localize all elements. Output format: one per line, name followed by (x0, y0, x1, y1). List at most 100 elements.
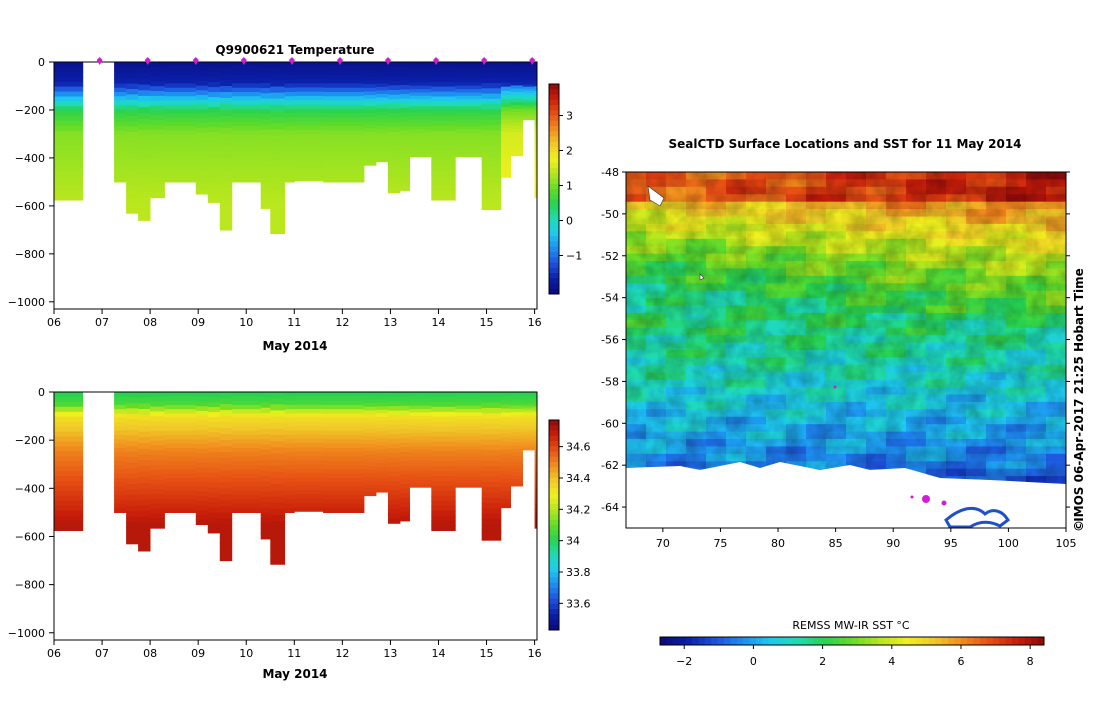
section-cell (164, 177, 197, 183)
section-cell (294, 121, 324, 127)
section-cell (138, 460, 151, 467)
section-cell (376, 76, 389, 81)
section-cell (510, 122, 523, 127)
section-cell (323, 66, 365, 72)
section-cell (195, 392, 209, 398)
section-cell (510, 82, 523, 86)
section-cell (114, 413, 127, 419)
section-cell (510, 472, 523, 477)
section-cell (114, 443, 127, 449)
section-cell (481, 109, 502, 116)
section-cell (54, 476, 84, 482)
section-cell (195, 401, 209, 407)
section-cell (207, 107, 221, 113)
colorbar-tick-label: 33.8 (566, 566, 591, 579)
section-cell (431, 421, 456, 428)
section-cell (376, 115, 389, 120)
section-cell (270, 227, 286, 235)
section-cell (219, 554, 233, 562)
section-cell (534, 110, 538, 116)
section-cell (260, 109, 271, 115)
section-cell (323, 404, 365, 410)
section-cell (164, 447, 197, 453)
section-cell (114, 447, 127, 453)
section-cell (534, 62, 538, 68)
section-cell (376, 136, 389, 141)
section-cell (522, 103, 535, 106)
section-cell (522, 111, 535, 114)
section-cell (195, 444, 209, 450)
section-cell (431, 175, 456, 181)
section-cell (501, 160, 511, 166)
x-tick-label: 08 (143, 316, 157, 329)
section-cell (400, 410, 410, 416)
colorbar-segment (549, 540, 559, 547)
section-cell (284, 177, 295, 183)
section-cell (270, 196, 286, 204)
section-cell (510, 398, 523, 403)
section-cell (510, 152, 523, 157)
section-cell (323, 400, 365, 406)
colorbar-segment (549, 178, 559, 185)
section-cell (534, 498, 538, 505)
section-cell (481, 193, 502, 200)
section-cell (231, 151, 261, 157)
section-cell (400, 447, 410, 453)
section-cell (195, 491, 209, 497)
section-cell (150, 124, 165, 131)
section-cell (534, 503, 538, 510)
section-cell (231, 83, 261, 89)
section-cell (455, 395, 483, 400)
section-cell (150, 187, 165, 194)
section-cell (114, 508, 127, 513)
section-cell (481, 72, 502, 79)
y-tick-label: 0 (38, 386, 45, 399)
section-cell (219, 133, 233, 141)
section-cell (388, 183, 401, 189)
y-tick-label: −400 (15, 152, 45, 165)
section-cell (501, 474, 511, 480)
x-tick-label: 07 (95, 647, 109, 660)
section-cell (207, 97, 221, 103)
section-cell (54, 411, 84, 418)
section-cell (522, 445, 535, 449)
section-cell (388, 188, 401, 194)
section-cell (150, 479, 165, 485)
colorbar-segment (549, 204, 559, 211)
sst-colorbar-segment (941, 637, 949, 645)
sst-colorbar-segment (711, 637, 719, 645)
sst-colorbar-segment (992, 637, 1000, 645)
section-cell (481, 151, 502, 158)
section-cell (126, 62, 139, 68)
section-cell (455, 466, 483, 471)
sst-colorbar-tick-label: 8 (1027, 655, 1034, 668)
section-cell (455, 398, 483, 403)
section-cell (195, 146, 209, 153)
section-cell (388, 392, 401, 398)
section-cell (481, 508, 502, 515)
section-cell (219, 175, 233, 183)
section-cell (388, 178, 401, 184)
section-cell (364, 143, 377, 148)
section-cell (207, 392, 221, 398)
section-cell (195, 505, 209, 511)
section-cell (260, 182, 271, 189)
section-cell (150, 158, 165, 165)
section-cell (481, 518, 502, 525)
section-cell (219, 92, 233, 99)
section-cell (534, 158, 538, 165)
section-cell (231, 430, 261, 436)
section-cell (501, 441, 511, 447)
section-cell (388, 118, 401, 124)
colorbar-segment (549, 288, 559, 295)
section-cell (400, 126, 410, 132)
section-cell (376, 147, 389, 152)
section-cell (323, 130, 365, 136)
section-cell (114, 177, 127, 183)
section-cell (481, 125, 502, 132)
section-cell (455, 412, 483, 417)
section-cell (150, 139, 165, 145)
section-cell (260, 533, 271, 540)
section-cell (388, 160, 401, 166)
section-cell (376, 459, 389, 464)
